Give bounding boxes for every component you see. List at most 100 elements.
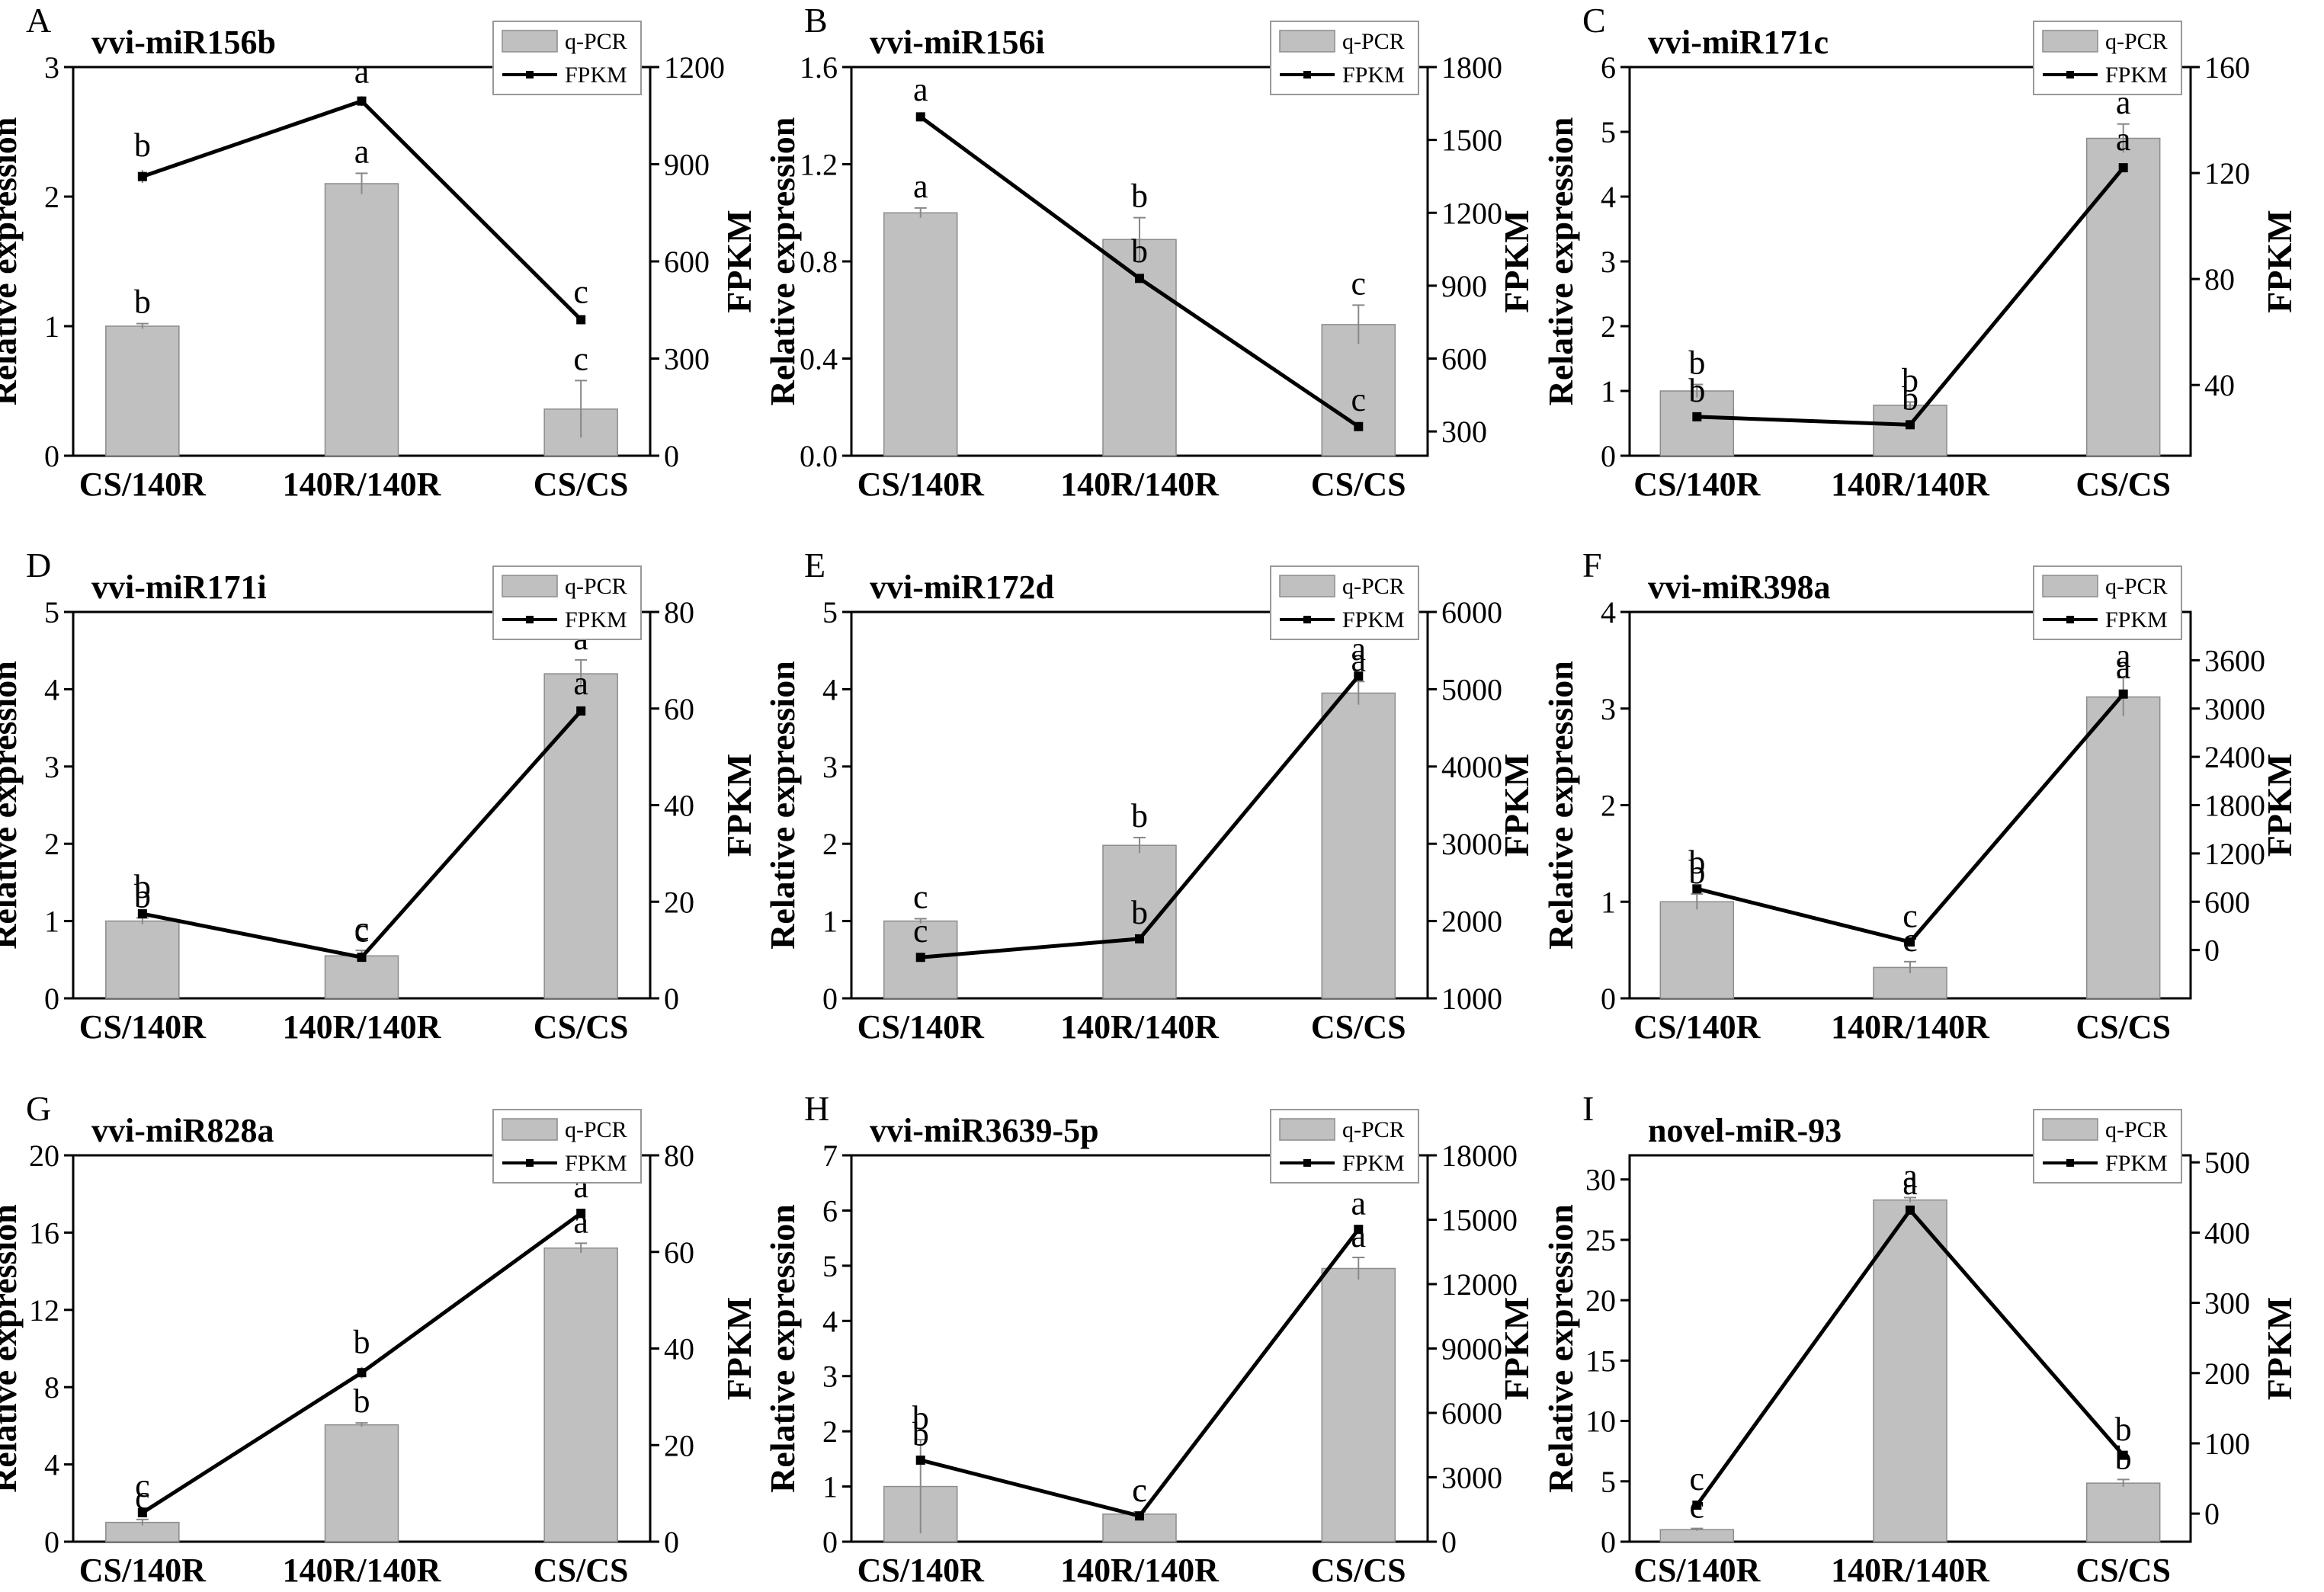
point-sig-label: a bbox=[1351, 1184, 1367, 1222]
right-tick-label: 3000 bbox=[1441, 827, 1502, 861]
fpkm-point bbox=[915, 953, 925, 963]
right-tick-label: 5000 bbox=[1441, 672, 1502, 706]
fpkm-point bbox=[137, 909, 147, 919]
right-tick-label: 12000 bbox=[1441, 1267, 1518, 1302]
panel-letter: D bbox=[26, 546, 51, 585]
fpkm-point bbox=[1135, 274, 1144, 283]
right-tick-label: 160 bbox=[2204, 50, 2250, 85]
right-tick-label: 80 bbox=[664, 1139, 694, 1173]
left-axis-title: Relative expression bbox=[1541, 1204, 1580, 1493]
left-tick-label: 1 bbox=[44, 309, 59, 344]
legend-bar-swatch bbox=[502, 30, 558, 53]
category-label: CS/CS bbox=[1311, 1008, 1406, 1046]
right-tick-label: 80 bbox=[2204, 262, 2235, 296]
legend-bar-swatch bbox=[502, 575, 558, 597]
bar-sig-label: c bbox=[573, 340, 588, 377]
left-tick-label: 5 bbox=[1601, 115, 1616, 149]
right-tick-label: 20 bbox=[664, 885, 694, 919]
legend-line-label: FPKM bbox=[1342, 607, 1405, 633]
panel-letter: E bbox=[804, 546, 825, 585]
right-tick-label: 3000 bbox=[1441, 1461, 1502, 1495]
right-tick-label: 900 bbox=[1441, 269, 1487, 303]
left-tick-label: 4 bbox=[1601, 180, 1616, 214]
fpkm-point bbox=[576, 315, 586, 325]
left-tick-label: 30 bbox=[1585, 1163, 1616, 1197]
legend-line-label: FPKM bbox=[565, 607, 627, 633]
category-label: CS/CS bbox=[1311, 1552, 1406, 1589]
legend-bar-label: q-PCR bbox=[565, 1117, 627, 1142]
category-label: CS/140R bbox=[1633, 1552, 1761, 1589]
right-tick-label: 60 bbox=[664, 1235, 694, 1270]
right-axis-title: FPKM bbox=[1497, 210, 1536, 312]
legend-line-marker bbox=[2066, 71, 2074, 78]
left-axis-title: Relative expression bbox=[763, 1204, 802, 1493]
chart-panel-c: 0 1 2 3 4 5 6 40 80 120 160 Relative expression FPKM… bbox=[1541, 1, 2299, 503]
point-sig-label: b bbox=[1131, 232, 1148, 270]
category-label: 140R/140R bbox=[1060, 466, 1220, 503]
legend-line-marker bbox=[2066, 1159, 2074, 1167]
left-tick-label: 0 bbox=[822, 982, 838, 1016]
left-tick-label: 0 bbox=[1601, 1525, 1616, 1559]
legend-line-label: FPKM bbox=[2105, 62, 2168, 88]
bar-sig-label: c bbox=[1132, 1472, 1147, 1509]
left-tick-label: 1.2 bbox=[800, 148, 838, 182]
panel-letter: I bbox=[1582, 1089, 1594, 1128]
bar bbox=[543, 673, 618, 999]
bar bbox=[105, 1521, 180, 1542]
left-tick-label: 2 bbox=[44, 180, 59, 214]
point-sig-label: a bbox=[1902, 1164, 1918, 1202]
point-sig-label: a bbox=[354, 53, 370, 90]
right-tick-label: 3600 bbox=[2204, 643, 2265, 677]
left-axis-title: Relative expression bbox=[763, 117, 802, 406]
left-tick-label: 2 bbox=[822, 827, 838, 861]
left-tick-label: 15 bbox=[1585, 1344, 1616, 1378]
fpkm-point bbox=[1692, 884, 1702, 894]
right-tick-label: 15000 bbox=[1441, 1203, 1518, 1238]
fpkm-point bbox=[2118, 689, 2128, 699]
fpkm-point bbox=[915, 1455, 925, 1465]
category-label: CS/CS bbox=[2076, 1008, 2171, 1046]
chart-panel-h: 0 1 2 3 4 5 6 7 0 3000 6000 9000 12000 15000 18000 Rela… bbox=[763, 1089, 1536, 1589]
bar bbox=[2085, 137, 2161, 456]
legend-bar-label: q-PCR bbox=[1342, 574, 1405, 599]
legend-line-label: FPKM bbox=[2105, 607, 2168, 633]
right-tick-label: 1800 bbox=[2204, 789, 2265, 823]
bar bbox=[105, 920, 180, 999]
left-axis-title: Relative expression bbox=[1541, 117, 1580, 406]
category-label: 140R/140R bbox=[1831, 466, 1990, 503]
right-tick-label: 3000 bbox=[2204, 692, 2265, 726]
legend-line-label: FPKM bbox=[565, 62, 627, 88]
left-tick-label: 20 bbox=[1585, 1283, 1616, 1318]
category-label: CS/140R bbox=[79, 1008, 207, 1046]
legend-bar-label: q-PCR bbox=[565, 574, 627, 599]
legend-line-marker bbox=[1303, 71, 1311, 78]
legend-line-marker bbox=[2066, 616, 2074, 623]
fpkm-point bbox=[915, 112, 925, 122]
left-tick-label: 6 bbox=[1601, 50, 1616, 85]
legend-bar-label: q-PCR bbox=[1342, 29, 1405, 54]
left-tick-label: 4 bbox=[1601, 595, 1616, 629]
right-tick-label: 1500 bbox=[1441, 123, 1502, 158]
panel-letter: H bbox=[804, 1089, 829, 1128]
panel-letter: A bbox=[26, 1, 51, 40]
point-sig-label: b bbox=[1688, 372, 1705, 409]
legend-line-marker bbox=[526, 71, 534, 78]
left-tick-label: 0 bbox=[822, 1525, 838, 1559]
legend-line-label: FPKM bbox=[1342, 1151, 1405, 1176]
right-tick-label: 1200 bbox=[1441, 196, 1502, 230]
fpkm-point bbox=[357, 1368, 367, 1378]
bar bbox=[1873, 404, 1947, 456]
right-tick-label: 300 bbox=[664, 342, 710, 376]
bar bbox=[324, 1424, 399, 1542]
bar-sig-label: b bbox=[1902, 361, 1919, 399]
left-tick-label: 5 bbox=[822, 1249, 838, 1283]
left-tick-label: 12 bbox=[29, 1293, 59, 1328]
panel-letter: B bbox=[804, 1, 828, 40]
legend-bar-swatch bbox=[1279, 575, 1335, 597]
right-tick-label: 2400 bbox=[2204, 740, 2265, 774]
right-axis-title: FPKM bbox=[1497, 1297, 1536, 1400]
category-label: 140R/140R bbox=[1831, 1552, 1990, 1589]
right-tick-label: 0 bbox=[664, 1525, 679, 1559]
bar-sig-label: b bbox=[134, 283, 151, 321]
